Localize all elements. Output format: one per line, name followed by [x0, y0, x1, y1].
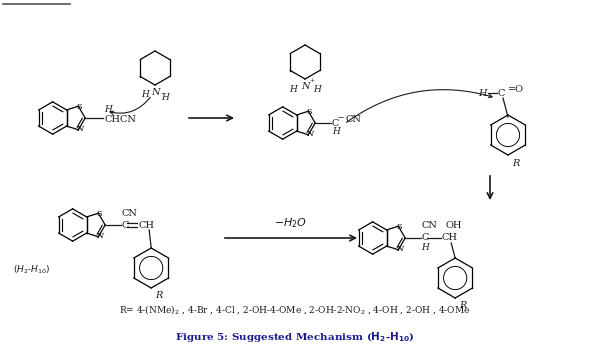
- FancyArrowPatch shape: [346, 90, 492, 122]
- Text: H: H: [332, 127, 340, 137]
- Text: H: H: [478, 88, 486, 98]
- Text: $(H_2$-$H_{10})$: $(H_2$-$H_{10})$: [14, 264, 51, 276]
- Text: H: H: [161, 93, 169, 102]
- Text: CN: CN: [345, 115, 361, 125]
- Text: −: −: [337, 114, 343, 122]
- Text: N: N: [306, 130, 313, 138]
- Text: N: N: [151, 88, 159, 97]
- Text: C: C: [331, 119, 339, 127]
- Text: R: R: [512, 159, 520, 167]
- Text: R: R: [156, 291, 163, 300]
- Text: +: +: [309, 78, 314, 83]
- Text: CH: CH: [138, 220, 154, 230]
- Text: N: N: [301, 82, 309, 91]
- Text: S: S: [307, 108, 312, 116]
- Text: S: S: [77, 103, 82, 111]
- Text: CN: CN: [421, 221, 437, 231]
- Text: C: C: [421, 233, 428, 243]
- Text: CHCN: CHCN: [104, 114, 136, 124]
- Text: N: N: [396, 245, 403, 253]
- Text: N: N: [96, 232, 103, 240]
- Text: N: N: [76, 125, 83, 133]
- Text: C: C: [121, 220, 129, 230]
- Text: H: H: [104, 105, 112, 113]
- Text: H: H: [141, 90, 149, 99]
- Text: OH: OH: [445, 221, 461, 231]
- Text: H: H: [289, 85, 297, 94]
- Text: CH: CH: [441, 233, 457, 243]
- Text: ..: ..: [160, 88, 165, 96]
- Text: S: S: [97, 210, 102, 218]
- Text: S: S: [396, 223, 402, 231]
- Text: Figure 5: Suggested Mechanism ($\mathbf{H_2}$-$\mathbf{H_{10}}$): Figure 5: Suggested Mechanism ($\mathbf{…: [175, 330, 415, 344]
- Text: H: H: [313, 85, 321, 94]
- Text: R= 4-(NMe)$_2$ , 4-Br , 4-Cl , 2-OH-4-OMe , 2-OH-2-NO$_2$ , 4-OH , 2-OH , 4-OMe: R= 4-(NMe)$_2$ , 4-Br , 4-Cl , 2-OH-4-OM…: [119, 304, 471, 317]
- Text: =O: =O: [508, 85, 524, 93]
- Text: H: H: [421, 243, 429, 252]
- Text: R: R: [460, 302, 467, 311]
- Text: CN: CN: [121, 208, 137, 218]
- FancyArrowPatch shape: [110, 97, 150, 114]
- Text: C: C: [498, 88, 506, 98]
- Text: $-H_2O$: $-H_2O$: [274, 216, 307, 230]
